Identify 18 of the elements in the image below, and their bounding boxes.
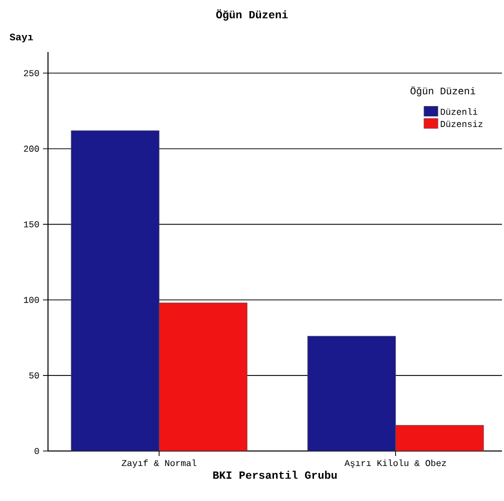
y-tick-label: 0 [34,448,39,454]
x-tick-label: Aşırı Kilolu & Obez [344,460,446,468]
bar [307,336,396,451]
legend-title: Öğün Düzeni [410,86,476,96]
legend-label: Düzensiz [440,120,482,128]
y-tick-label: 150 [24,221,39,228]
y-tick-label: 100 [24,296,39,303]
chart-title: Öğün Düzeni [216,9,288,21]
y-tick-label: 50 [29,372,39,378]
y-tick-label: 200 [24,146,39,152]
legend-label: Düzenli [440,108,478,115]
x-axis-title: BKI Persantil Grubu [213,470,337,479]
bar [70,130,160,451]
bar [395,425,484,451]
x-tick-label: Zayıf & Normal [122,460,196,468]
y-tick-label: 250 [24,70,39,76]
bar [158,302,248,451]
y-axis-title: Sayı [10,34,34,42]
